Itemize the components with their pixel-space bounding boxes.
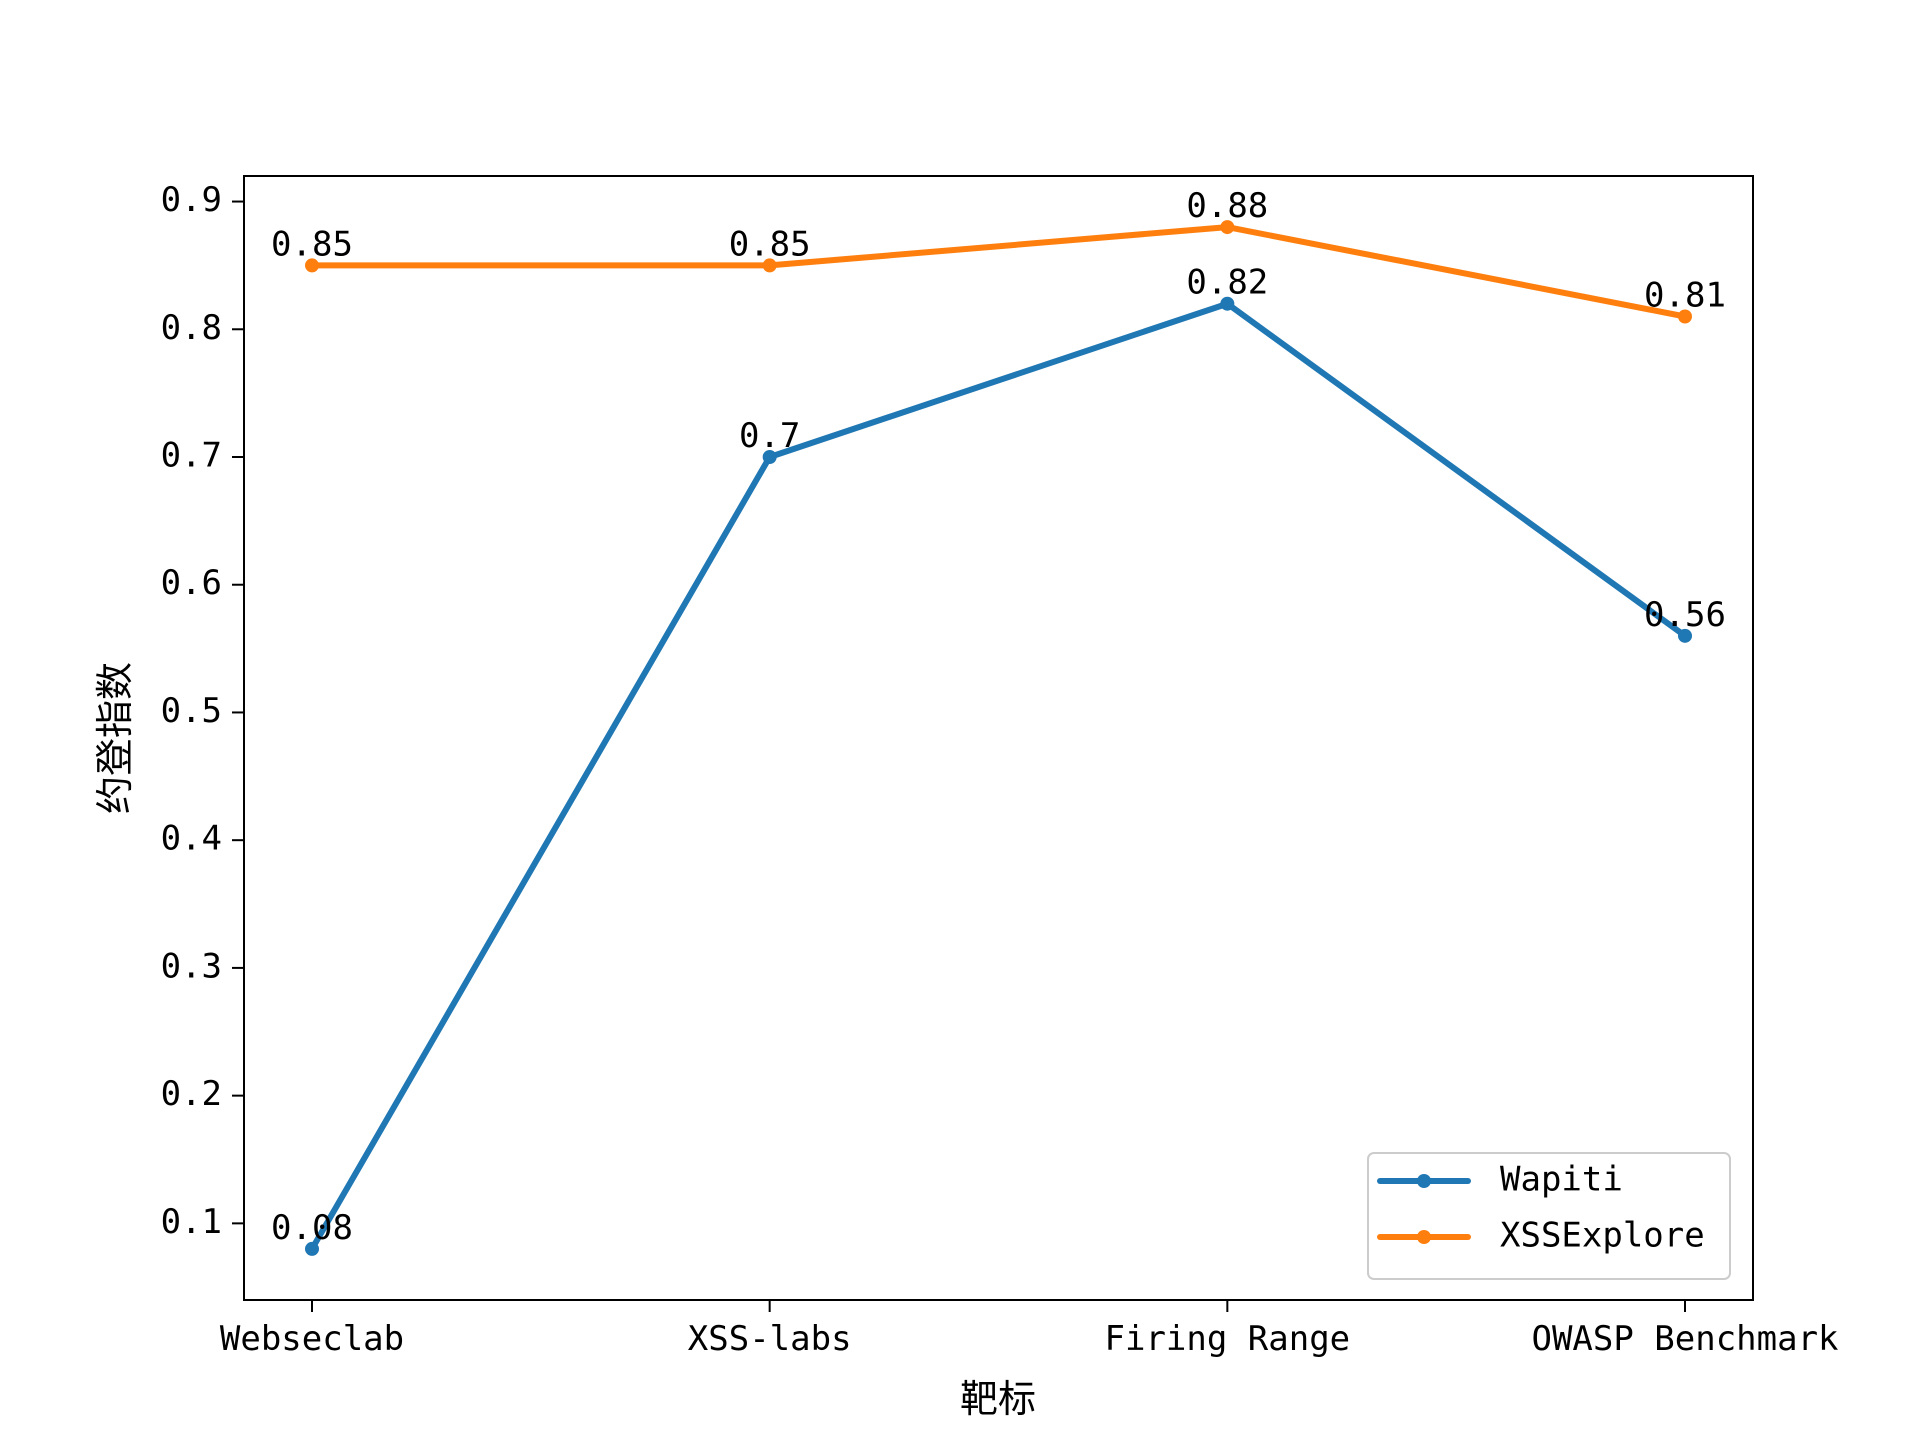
data-point xyxy=(762,450,777,464)
y-axis: 0.1 0.2 0.3 0.4 0.5 0.6 0.7 0.8 0.9 xyxy=(161,180,244,1242)
y-axis-label: 约登指数 xyxy=(93,662,137,814)
y-tick-label: 0.9 xyxy=(161,180,222,220)
legend-swatch-marker xyxy=(1417,1230,1431,1244)
data-point xyxy=(1678,628,1692,643)
y-tick-label: 0.8 xyxy=(161,308,222,348)
legend: Wapiti XSSExplore xyxy=(1367,1152,1731,1280)
x-axis-label: 靶标 xyxy=(960,1377,1036,1421)
data-label: 0.56 xyxy=(1644,595,1726,635)
data-label: 0.7 xyxy=(739,416,800,456)
data-point xyxy=(1220,296,1235,311)
series-line xyxy=(309,224,1688,320)
y-tick-label: 0.3 xyxy=(161,946,222,986)
legend-label: XSSExplore xyxy=(1500,1216,1705,1256)
data-point xyxy=(1678,309,1692,324)
series-group xyxy=(305,220,1692,1256)
x-tick-label: Firing Range xyxy=(1105,1319,1351,1359)
data-label: 0.08 xyxy=(271,1208,353,1248)
data-label: 0.81 xyxy=(1644,276,1726,316)
data-label: 0.88 xyxy=(1186,186,1268,226)
x-axis: Webseclab XSS-labs Firing Range OWASP Bench… xyxy=(220,1300,1839,1359)
data-label: 0.82 xyxy=(1186,263,1268,303)
y-tick-label: 0.6 xyxy=(161,563,222,603)
x-tick-label: OWASP Benchmark xyxy=(1531,1319,1838,1359)
data-point xyxy=(305,1241,319,1256)
y-tick-label: 0.2 xyxy=(161,1074,222,1114)
data-point xyxy=(305,258,319,273)
y-tick-label: 0.4 xyxy=(161,819,222,859)
legend-label: Wapiti xyxy=(1500,1160,1623,1200)
data-label: 0.85 xyxy=(729,224,811,264)
y-tick-label: 0.7 xyxy=(161,436,222,476)
series-line xyxy=(309,300,1688,1252)
plot-area xyxy=(243,175,1754,1301)
x-tick-label: XSS-labs xyxy=(688,1319,852,1359)
x-tick-label: Webseclab xyxy=(220,1319,404,1359)
data-label: 0.85 xyxy=(271,224,353,264)
data-point xyxy=(1220,220,1235,235)
data-labels: 0.08 0.7 0.82 0.56 0.85 0.85 0.88 0.81 xyxy=(271,186,1726,1248)
y-tick-label: 0.1 xyxy=(161,1202,222,1242)
legend-box xyxy=(1367,1152,1731,1280)
legend-swatch-marker xyxy=(1417,1174,1431,1188)
y-tick-label: 0.5 xyxy=(161,691,222,731)
data-point xyxy=(762,258,777,273)
